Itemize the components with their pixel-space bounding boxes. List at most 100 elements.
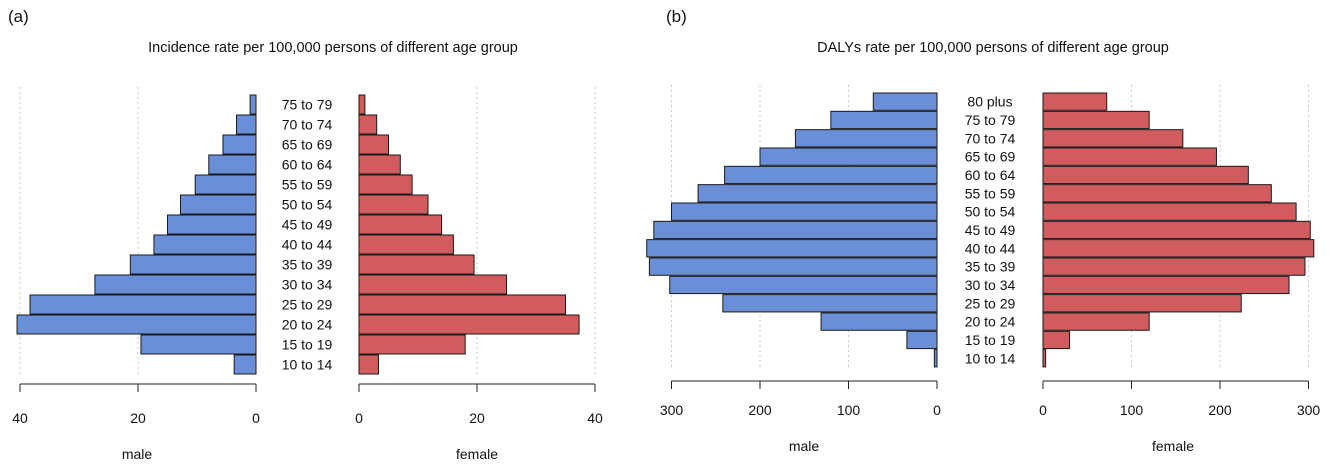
panel-a-category-label: 25 to 29 xyxy=(282,297,333,313)
panel-b-category-label: 60 to 64 xyxy=(965,167,1016,183)
panel-b-title: DALYs rate per 100,000 persons of differ… xyxy=(817,40,1169,56)
panel-b-category-label: 15 to 19 xyxy=(965,332,1016,348)
panel-b-male-bar xyxy=(872,92,938,111)
panel-b-female-bar xyxy=(1042,239,1315,258)
panel-a-category-label: 60 to 64 xyxy=(282,157,333,173)
panel-a-male-tick-label: 20 xyxy=(130,410,146,426)
panel-a-label: (a) xyxy=(8,7,29,26)
panel-b-female-tick-label: 0 xyxy=(1039,402,1047,418)
panel-a-category-label: 55 to 59 xyxy=(282,177,333,193)
panel-b-female-tick-label: 100 xyxy=(1120,402,1144,418)
panel-a-female-bar xyxy=(358,174,413,195)
panel-a-category-label: 10 to 14 xyxy=(282,357,333,373)
panel-b-category-label: 50 to 54 xyxy=(965,204,1016,220)
panel-a-female-bar xyxy=(358,194,429,215)
panel-b-female-bar xyxy=(1042,165,1249,185)
panel-a-male-bar xyxy=(94,274,257,295)
panel-b-male-bar xyxy=(830,110,938,130)
panel-b-male-tick-label: 300 xyxy=(660,402,684,418)
panel-b-female-bar xyxy=(1042,129,1184,148)
panel-b-male-bar xyxy=(653,220,938,240)
panel-b-category-label: 25 to 29 xyxy=(965,295,1016,311)
panel-b-category-label: 35 to 39 xyxy=(965,259,1016,275)
panel-b-female-bar xyxy=(1042,147,1217,166)
panel-a-female-tick-label: 40 xyxy=(587,410,603,426)
panel-b-female-bar xyxy=(1042,349,1047,368)
panel-b-category-label: 65 to 69 xyxy=(965,149,1016,165)
panel-b-category-label: 20 to 24 xyxy=(965,314,1016,330)
panel-a-category-label: 35 to 39 xyxy=(282,257,333,273)
panel-a-male-tick-label: 40 xyxy=(12,410,28,426)
panel-a-male-bar xyxy=(208,154,257,175)
panel-b-female-bar xyxy=(1042,220,1311,240)
panel-a-category-label: 30 to 34 xyxy=(282,277,333,293)
panel-a-category-label: 75 to 79 xyxy=(282,97,333,113)
panel-b-male-bar xyxy=(794,129,938,148)
panel-b-female-bar xyxy=(1042,110,1150,130)
panel-b-female-bar xyxy=(1042,202,1297,221)
panel-b-female-bar xyxy=(1042,330,1071,350)
panel-a-female-bar xyxy=(358,114,378,135)
panel-a-female-bar xyxy=(358,294,566,315)
panel-b-female-bar xyxy=(1042,275,1290,295)
panel-b-male-bar xyxy=(722,294,938,313)
panel-b-male-bar xyxy=(933,349,938,368)
panel-a-male-bar xyxy=(167,214,257,235)
panel-a-female-bar xyxy=(358,254,475,275)
panel-b-female-bar xyxy=(1042,312,1150,331)
panel-a-male-axis-label: male xyxy=(122,446,153,462)
panel-a-male-bar xyxy=(29,294,257,315)
panel-b-category-label: 75 to 79 xyxy=(965,112,1016,128)
panel-b-category-label: 40 to 44 xyxy=(965,240,1016,256)
panel-b-female-bar xyxy=(1042,294,1242,313)
panel-b-category-label: 10 to 14 xyxy=(965,350,1016,366)
panel-a-male-bar xyxy=(222,134,257,155)
panel-a-female-bar xyxy=(358,334,466,355)
panel-b-male-bar xyxy=(669,275,938,295)
panel-a-male-bar xyxy=(194,174,257,195)
panel-b-male-bar xyxy=(697,184,938,203)
panel-b-female-tick-label: 200 xyxy=(1208,402,1232,418)
panel-b-female-bar xyxy=(1042,257,1306,276)
panel-b-female-bar xyxy=(1042,92,1108,111)
panel-b-male-axis-label: male xyxy=(789,438,820,454)
panel-a-title: Incidence rate per 100,000 persons of di… xyxy=(148,40,518,56)
panel-a-category-label: 65 to 69 xyxy=(282,137,333,153)
panel-b-category-label: 80 plus xyxy=(967,94,1012,110)
panel-a-category-label: 50 to 54 xyxy=(282,197,333,213)
panel-a-male-bar xyxy=(129,254,257,275)
panel-a-male-bar xyxy=(16,314,257,335)
panel-a-male-bar xyxy=(140,334,257,355)
panel-a-female-axis-label: female xyxy=(456,446,498,462)
panel-a-category-label: 70 to 74 xyxy=(282,117,333,133)
panel-b-label: (b) xyxy=(666,7,687,26)
panel-b-female-bar xyxy=(1042,184,1272,203)
panel-b-female-axis-label: female xyxy=(1152,438,1194,454)
panel-a-female-bar xyxy=(358,274,507,295)
panel-b-male-bar xyxy=(906,330,938,350)
panel-a-female-tick-label: 20 xyxy=(469,410,485,426)
panel-a-category-label: 15 to 19 xyxy=(282,337,333,353)
panel-a-category-label: 45 to 49 xyxy=(282,217,333,233)
panel-a-category-label: 20 to 24 xyxy=(282,317,333,333)
panel-b-male-bar xyxy=(646,239,938,258)
panel-a-female-tick-label: 0 xyxy=(355,410,363,426)
panel-a-female-bar xyxy=(358,234,454,255)
panel-a-male-bar xyxy=(236,114,257,135)
panel-b-male-tick-label: 100 xyxy=(837,402,861,418)
panel-b-male-bar xyxy=(648,257,938,276)
panel-b-male-bar xyxy=(759,147,938,166)
panel-b-category-label: 30 to 34 xyxy=(965,277,1016,293)
panel-b-male-bar xyxy=(820,312,938,331)
panel-b-category-label: 45 to 49 xyxy=(965,222,1016,238)
panel-b-male-tick-label: 200 xyxy=(748,402,772,418)
panel-b-female-tick-label: 300 xyxy=(1297,402,1321,418)
panel-b-category-label: 55 to 59 xyxy=(965,185,1016,201)
panel-a-male-bar xyxy=(249,94,257,115)
panel-a-category-label: 40 to 44 xyxy=(282,237,333,253)
panel-a-female-bar xyxy=(358,94,366,115)
panel-a-male-tick-label: 0 xyxy=(252,410,260,426)
panel-a-male-bar xyxy=(233,354,257,375)
